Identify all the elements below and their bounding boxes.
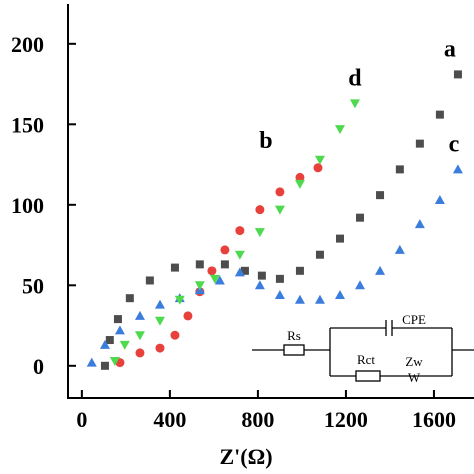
series-label: d [348, 65, 362, 91]
data-point [207, 266, 217, 276]
data-point [235, 226, 245, 236]
y-tick-label: 100 [11, 193, 44, 218]
inset-label: Zw [405, 354, 423, 369]
inset-label: Rct [357, 352, 375, 367]
data-point [334, 125, 345, 135]
data-point [105, 336, 114, 345]
data-point [113, 315, 122, 324]
data-point [355, 280, 366, 290]
data-point [134, 310, 145, 320]
data-point [274, 289, 285, 299]
data-point [313, 163, 323, 173]
y-tick-label: 0 [33, 354, 44, 379]
inset-label: CPE [402, 312, 426, 327]
data-point [240, 266, 249, 275]
data-point [394, 244, 405, 254]
data-point [254, 280, 265, 290]
data-point [109, 356, 120, 366]
data-point [220, 245, 230, 255]
data-point [356, 213, 365, 222]
data-point [209, 274, 220, 284]
data-point [195, 260, 204, 269]
x-tick-label: 400 [153, 407, 186, 432]
x-tick-label: 1600 [412, 407, 456, 432]
data-point [452, 164, 463, 174]
circuit-inset [252, 320, 474, 382]
data-point [294, 179, 305, 189]
data-point [415, 139, 424, 148]
data-point [435, 110, 444, 119]
data-point [99, 339, 110, 349]
data-point [119, 340, 130, 350]
y-tick-label: 200 [11, 32, 44, 57]
data-point [376, 191, 385, 200]
data-point [170, 330, 180, 340]
data-point [349, 99, 360, 109]
series-label: a [444, 36, 456, 62]
data-point [170, 263, 179, 272]
data-point [314, 155, 325, 165]
data-point [335, 234, 344, 243]
data-point [257, 271, 266, 280]
data-point [100, 361, 109, 370]
inset-label: W [408, 370, 421, 385]
data-point [194, 281, 205, 291]
data-point [254, 228, 265, 238]
data-point [414, 219, 425, 229]
data-point [434, 194, 445, 204]
x-axis-label: Z'(Ω) [219, 444, 272, 469]
data-point [135, 348, 145, 358]
data-point [234, 250, 245, 260]
data-point [214, 275, 225, 285]
data-point [234, 267, 245, 277]
inset-label: Rs [287, 328, 301, 343]
data-point [154, 299, 165, 309]
data-point [294, 294, 305, 304]
data-point [255, 205, 265, 215]
data-point [155, 343, 165, 353]
data-point [274, 205, 285, 215]
data-point [314, 294, 325, 304]
data-point [134, 331, 145, 341]
data-point [114, 325, 125, 335]
data-point [174, 295, 185, 305]
data-point [183, 311, 193, 321]
data-point [275, 274, 284, 283]
data-point [453, 70, 462, 79]
data-point [275, 187, 285, 197]
data-point [145, 276, 154, 285]
data-point [86, 357, 97, 367]
data-point [220, 260, 229, 269]
x-tick-label: 0 [76, 407, 87, 432]
y-tick-label: 150 [11, 112, 44, 137]
series-label: b [259, 128, 272, 154]
data-point [295, 266, 304, 275]
x-tick-label: 800 [241, 407, 274, 432]
data-point [125, 294, 134, 303]
data-point [315, 250, 324, 259]
y-tick-label: 50 [22, 273, 44, 298]
x-tick-label: 1200 [324, 407, 368, 432]
data-point [154, 316, 165, 326]
series-label: c [449, 131, 460, 157]
data-point [395, 165, 404, 174]
data-point [375, 265, 386, 275]
data-point [295, 172, 305, 182]
data-point [334, 289, 345, 299]
